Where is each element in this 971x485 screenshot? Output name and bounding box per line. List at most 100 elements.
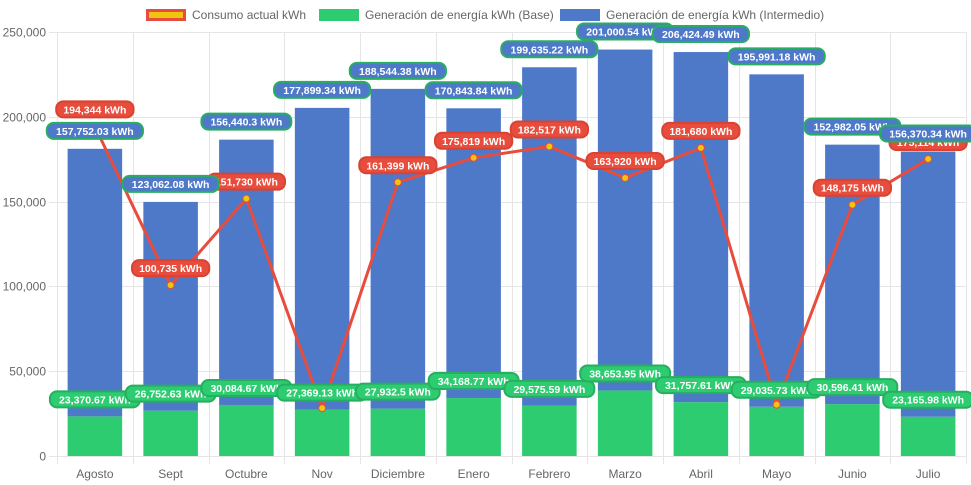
intermedio-label: 177,899.34 kWh — [273, 80, 372, 99]
x-axis: Agosto Sept Octubre Nov Diciembre Enero Febrer… — [76, 467, 941, 481]
base-label-text: 34,168.77 kWh — [438, 376, 510, 388]
y-tick-label: 150,000 — [3, 196, 47, 210]
intermedio-label-box — [424, 81, 523, 100]
bar-intermedio — [749, 74, 804, 407]
consumo-label-box — [433, 131, 514, 150]
x-tick-label: Nov — [311, 467, 332, 481]
intermedio-data-labels: 157,752.03 kWh 123,062.08 kWh 156,440.3 kW… — [45, 22, 971, 193]
base-label-text: 23,165.98 kWh — [892, 395, 964, 407]
consumo-label-box — [55, 100, 135, 119]
intermedio-label-text: 156,440.3 kWh — [210, 117, 282, 129]
intermedio-label: 206,424.49 kWh — [651, 25, 750, 44]
x-tick-label: Octubre — [225, 467, 268, 481]
intermedio-label: 195,991.18 kWh — [727, 47, 826, 66]
intermedio-label-text: 170,843.84 kWh — [435, 85, 513, 97]
base-label-box — [806, 378, 899, 397]
bar-intermedio — [143, 201, 198, 411]
y-tick-label: 250,000 — [3, 26, 47, 40]
intermedio-label: 123,062.08 kWh — [121, 174, 220, 193]
x-tick-label: Junio — [838, 467, 867, 481]
bar-base — [446, 398, 501, 456]
intermedio-label-text: 201,000.54 kWh — [586, 27, 664, 39]
legend-item-intermedio[interactable]: Generación de energía kWh (Intermedio) — [560, 7, 824, 23]
x-tick-label: Sept — [158, 467, 183, 481]
base-label: 27,932.5 kWh — [355, 382, 441, 401]
intermedio-label: 157,752.03 kWh — [45, 121, 144, 140]
intermedio-label-box — [727, 47, 826, 66]
intermedio-label-box — [200, 112, 293, 131]
consumo-label-text: 148,175 kWh — [821, 183, 884, 195]
consumo-label: 175,819 kWh — [433, 131, 514, 150]
bars — [67, 49, 956, 456]
consumo-point — [469, 153, 478, 162]
bar-base — [900, 416, 956, 456]
base-label-text: 30,084.67 kWh — [210, 383, 282, 395]
intermedio-label-box — [348, 61, 447, 80]
x-tick-label: Julio — [916, 467, 941, 481]
consumo-label-box — [585, 151, 665, 170]
legend-item-consumo[interactable]: Consumo actual kWh — [146, 7, 306, 23]
consumo-label: 151,730 kWh — [206, 172, 287, 191]
consumo-point — [242, 194, 251, 203]
consumo-label-box — [509, 120, 590, 139]
consumo-point — [924, 155, 933, 164]
base-label: 31,757.61 kWh — [654, 376, 747, 395]
bar-base — [143, 410, 198, 456]
intermedio-label: 170,843.84 kWh — [424, 81, 523, 100]
base-label-box — [882, 390, 971, 409]
consumo-label-box — [358, 156, 438, 175]
consumo-label: 194,344 kWh — [55, 100, 135, 119]
base-label-text: 31,757.61 kWh — [665, 380, 737, 392]
bar-base — [825, 404, 880, 456]
bar-intermedio — [522, 67, 577, 406]
legend-label-intermedio: Generación de energía kWh (Intermedio) — [606, 8, 825, 22]
consumo-label-text: 194,344 kWh — [63, 104, 126, 116]
intermedio-label-box — [45, 121, 144, 140]
legend-label-base: Generación de energía kWh (Base) — [365, 8, 554, 22]
consumo-point — [545, 142, 554, 151]
consumo-label: 148,175 kWh — [812, 178, 893, 197]
legend-label-consumo: Consumo actual kWh — [192, 8, 307, 22]
intermedio-label-text: 188,544.38 kWh — [359, 66, 437, 78]
bar-base — [67, 416, 123, 456]
intermedio-label-box — [879, 124, 971, 143]
legend-item-base[interactable]: Generación de energía kWh (Base) — [319, 7, 554, 23]
x-tick-label: Enero — [458, 467, 490, 481]
x-tick-label: Febrero — [528, 467, 570, 481]
consumo-label-text: 182,517 kWh — [518, 124, 581, 136]
consumo-label: 100,735 kWh — [130, 259, 211, 278]
bar-base — [294, 409, 350, 456]
x-tick-label: Mayo — [762, 467, 792, 481]
intermedio-label: 201,000.54 kWh — [576, 22, 675, 41]
base-label-box — [503, 379, 596, 398]
consumo-label: 161,399 kWh — [358, 156, 438, 175]
consumo-label-box — [130, 259, 211, 278]
base-label-text: 26,752.63 kWh — [135, 389, 207, 401]
consumo-line — [90, 122, 933, 413]
bar-intermedio — [673, 52, 729, 403]
consumo-label-text: 151,730 kWh — [215, 177, 278, 189]
intermedio-label-box — [500, 40, 599, 59]
consumo-label: 182,517 kWh — [509, 120, 590, 139]
bar-base — [219, 404, 274, 456]
consumo-label: 163,920 kWh — [585, 151, 665, 170]
y-tick-label: 200,000 — [3, 111, 47, 125]
bar-intermedio — [294, 107, 350, 410]
bar-base — [522, 405, 577, 456]
y-axis: 0 50,000 100,000 150,000 200,000 250,000 — [3, 26, 47, 464]
consumo-label-text: 161,399 kWh — [366, 160, 429, 172]
intermedio-label: 156,440.3 kWh — [200, 112, 293, 131]
base-label-text: 29,035.73 kWh — [741, 385, 813, 397]
bar-intermedio — [446, 108, 501, 399]
consumo-point — [696, 143, 705, 152]
legend-swatch-base — [319, 9, 359, 21]
consumo-label-text: 181,680 kWh — [669, 126, 732, 138]
y-tick-label: 0 — [39, 450, 46, 464]
bar-base — [370, 408, 426, 456]
base-label: 29,575.59 kWh — [503, 379, 596, 398]
consumo-label-box — [661, 121, 741, 140]
consumo-point — [621, 173, 630, 182]
consumo-point — [848, 200, 857, 209]
base-label-box — [355, 382, 441, 401]
base-label: 29,035.73 kWh — [730, 380, 823, 399]
